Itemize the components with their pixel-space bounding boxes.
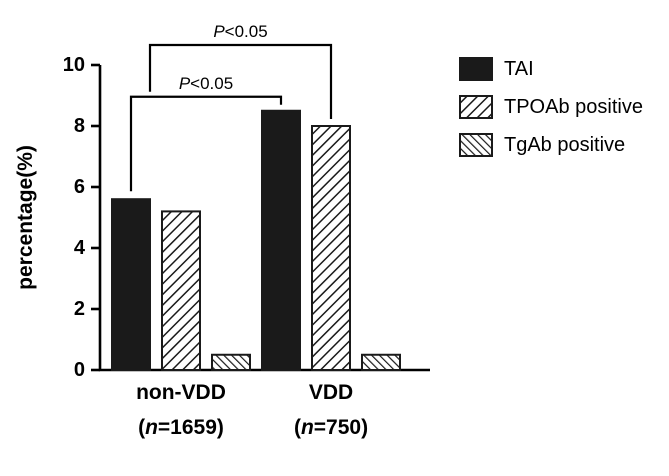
y-tick-label: 0	[74, 359, 85, 381]
legend-label: TAI	[504, 58, 534, 80]
legend-label: TgAb positive	[504, 134, 625, 156]
legend-label: TPOAb positive	[504, 96, 643, 118]
x-group-label: VDD	[309, 381, 353, 404]
y-tick-label: 4	[74, 237, 86, 259]
bar-tai-non-vdd	[111, 198, 151, 371]
significance-bracket	[129, 95, 283, 192]
legend-swatch-tpoab-positive	[459, 95, 493, 119]
x-group-sublabel: (n=1659)	[138, 416, 224, 439]
p-value-label: P<0.05	[179, 74, 233, 93]
x-group-label: non-VDD	[136, 381, 226, 404]
bar-tgab-positive-non-vdd	[211, 353, 251, 371]
y-axis-title: percentage(%)	[14, 145, 37, 290]
bar-tpoab-positive-non-vdd	[161, 210, 201, 371]
bar-tgab-positive-vdd	[361, 353, 401, 371]
y-tick-label: 8	[74, 115, 85, 137]
y-tick-label: 6	[74, 176, 85, 198]
bar-tpoab-positive-vdd	[311, 125, 351, 371]
y-tick-label: 10	[63, 54, 85, 76]
y-tick-label: 2	[74, 298, 85, 320]
bar-tai-vdd	[261, 109, 301, 371]
significance-bracket	[148, 43, 333, 119]
x-group-sublabel: (n=750)	[294, 416, 368, 439]
legend-swatch-tai	[459, 57, 493, 81]
p-value-label: P<0.05	[213, 22, 267, 41]
legend-swatch-tgab-positive	[459, 133, 493, 157]
